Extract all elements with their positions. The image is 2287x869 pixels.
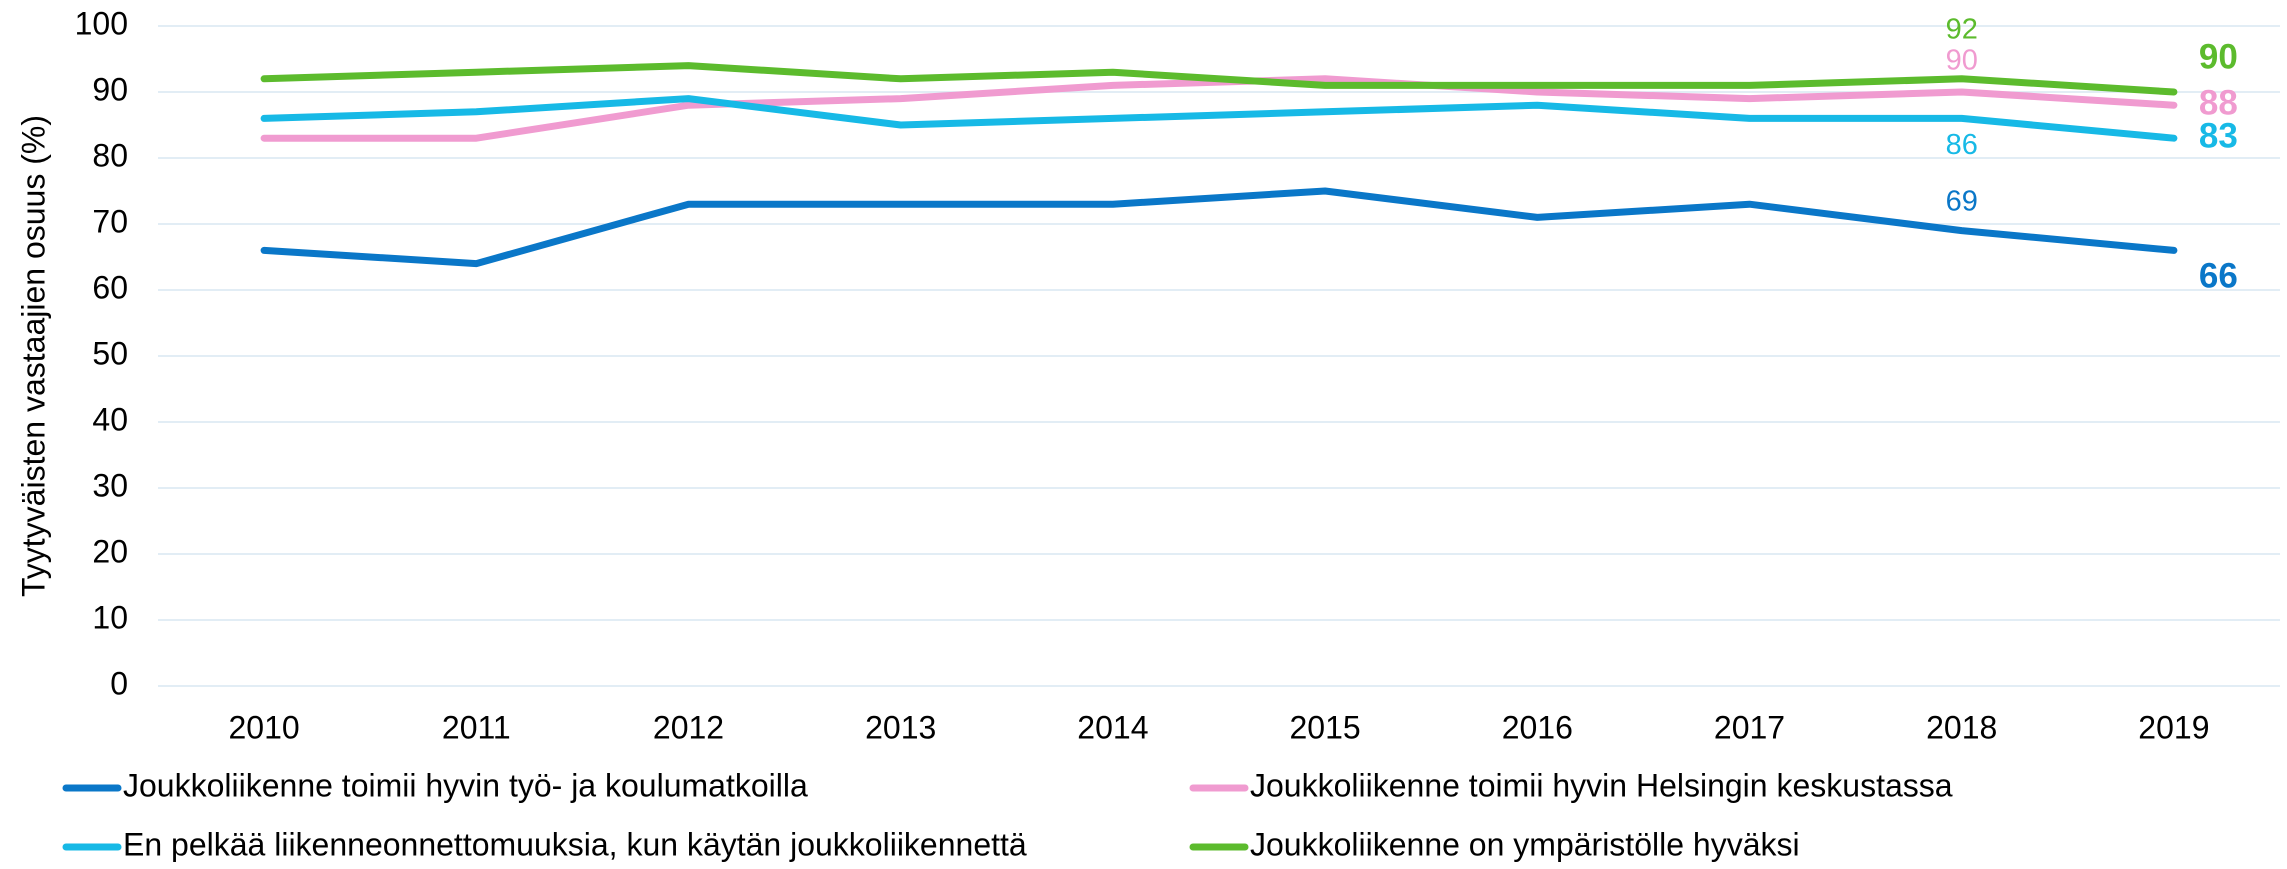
x-tick-label: 2011 [442, 709, 511, 745]
y-tick-label: 0 [110, 665, 128, 701]
series-line [260, 62, 2178, 96]
legend-label: En pelkää liikenneonnettomuuksia, kun kä… [123, 826, 1027, 862]
data-label: 90 [2199, 37, 2238, 76]
data-label: 66 [2199, 257, 2238, 296]
x-tick-label: 2010 [229, 709, 300, 745]
y-tick-label: 90 [92, 71, 128, 107]
x-tick-label: 2017 [1714, 709, 1785, 745]
series-line [260, 187, 2178, 268]
y-tick-label: 80 [92, 137, 128, 173]
data-label: 92 [1946, 13, 1978, 45]
data-label: 69 [1946, 185, 1978, 217]
y-axis-label: Tyytyväisten vastaajien osuus (%) [15, 115, 51, 597]
data-label: 90 [1946, 45, 1978, 77]
y-tick-label: 60 [92, 269, 128, 305]
y-tick-label: 70 [92, 203, 128, 239]
y-tick-label: 100 [75, 5, 128, 41]
y-tick-label: 40 [92, 401, 128, 437]
y-tick-label: 20 [92, 533, 128, 569]
y-tick-label: 30 [92, 467, 128, 503]
x-tick-label: 2018 [1926, 709, 1997, 745]
x-tick-label: 2014 [1077, 709, 1148, 745]
data-label: 83 [2199, 116, 2238, 155]
data-label: 86 [1946, 129, 1978, 161]
x-tick-label: 2015 [1290, 709, 1361, 745]
legend-label: Joukkoliikenne toimii hyvin työ- ja koul… [123, 767, 808, 803]
x-tick-label: 2016 [1502, 709, 1573, 745]
series-line [260, 95, 2178, 142]
y-tick-label: 10 [92, 599, 128, 635]
y-tick-label: 50 [92, 335, 128, 371]
legend-label: Joukkoliikenne on ympäristölle hyväksi [1250, 826, 1800, 862]
x-tick-label: 2013 [865, 709, 936, 745]
x-tick-label: 2019 [2138, 709, 2209, 745]
data-label: 88 [2199, 83, 2238, 122]
legend-label: Joukkoliikenne toimii hyvin Helsingin ke… [1250, 767, 1953, 803]
x-tick-label: 2012 [653, 709, 724, 745]
